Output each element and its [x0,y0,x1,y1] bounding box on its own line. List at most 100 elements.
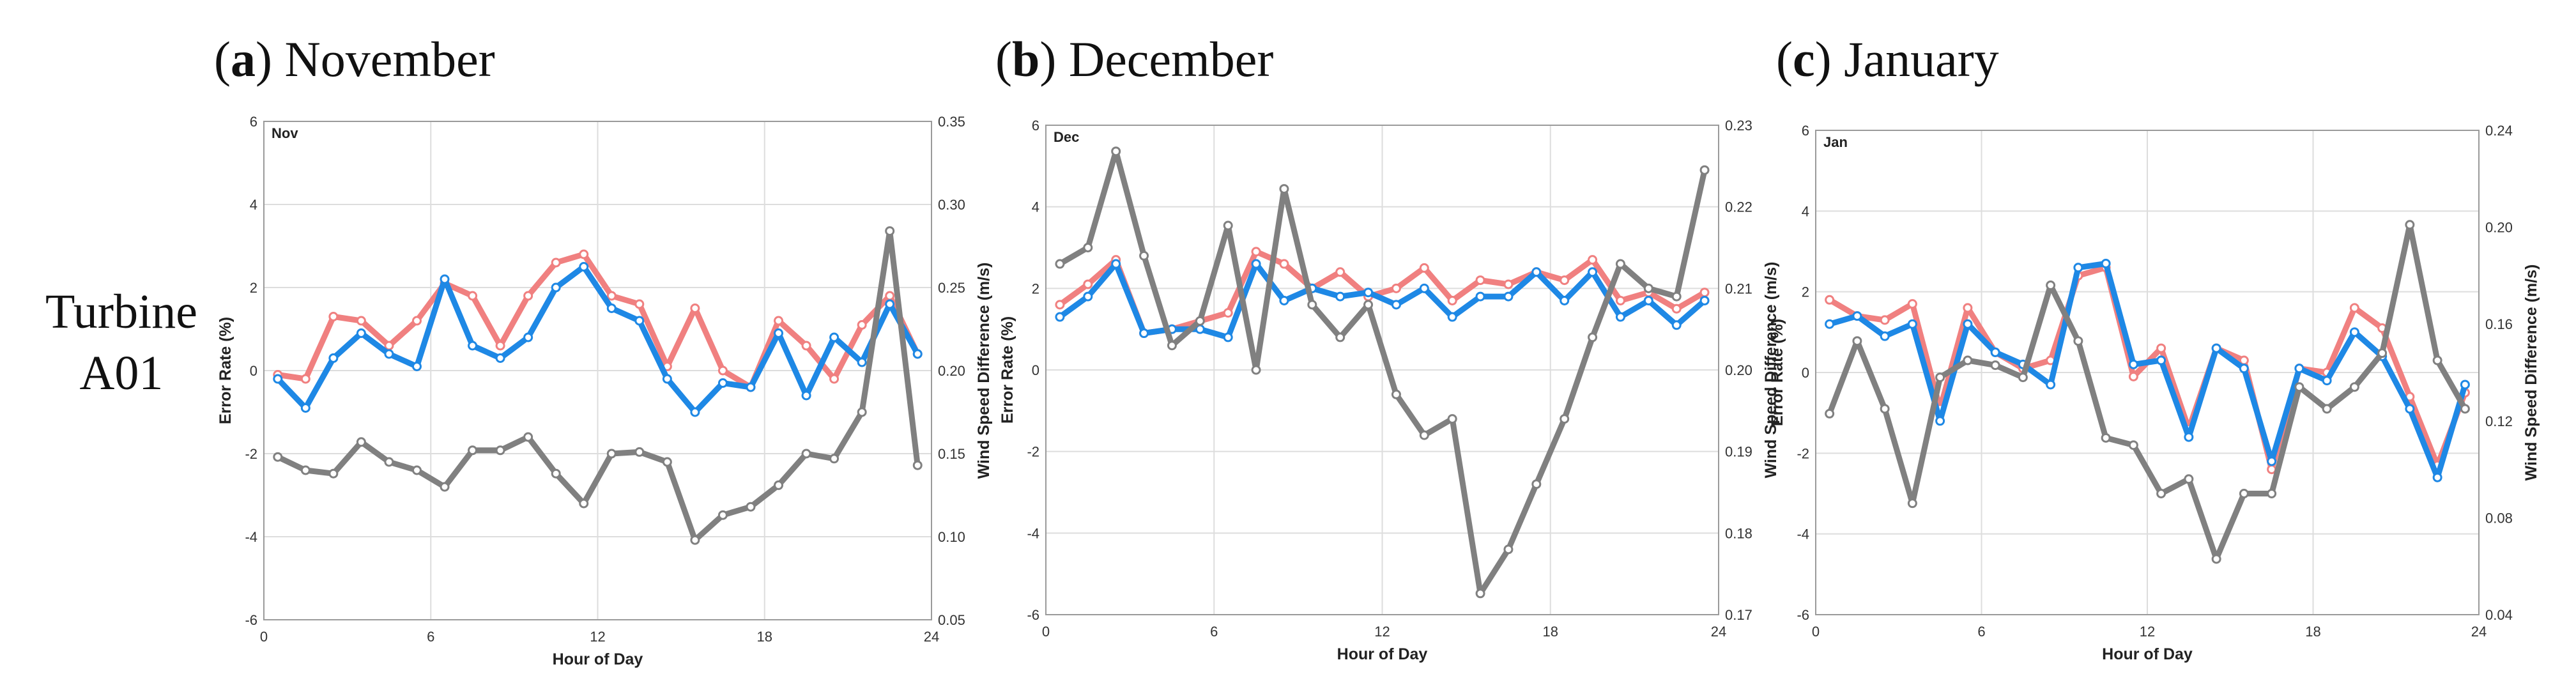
y-tick-label: 0 [1802,365,1809,381]
data-point-wind_speed_difference [523,432,533,442]
data-point-error_rate_red [551,257,561,268]
data-point-error_rate_blue [551,282,561,293]
data-point-error_rate_blue [912,349,923,359]
data-point-wind_speed_difference [2184,474,2194,484]
panel-title-b: (b) December [995,31,1274,87]
data-point-error_rate_red [857,320,867,330]
data-point-wind_speed_difference [2322,404,2332,414]
y2-tick-label: 0.35 [938,114,965,130]
data-point-error_rate_blue [468,341,478,351]
x-tick-label: 24 [924,629,939,645]
data-point-error_rate_red [1083,279,1093,289]
data-point-wind_speed_difference [468,445,478,456]
data-point-error_rate_blue [1825,319,1835,329]
data-point-error_rate_red [1223,308,1233,318]
data-point-wind_speed_difference [2294,382,2304,392]
data-point-error_rate_blue [1880,331,1890,341]
data-point-error_rate_blue [2101,258,2111,268]
data-point-error_rate_blue [2046,380,2056,390]
data-point-error_rate_red [1825,295,1835,305]
x-tick-label: 0 [260,629,268,645]
data-point-wind_speed_difference [273,452,283,462]
data-point-wind_speed_difference [1671,291,1682,302]
data-point-error_rate_blue [1475,291,1485,302]
y2-tick-label: 0.24 [2485,123,2513,139]
data-point-error_rate_red [579,249,589,259]
data-point-error_rate_red [1699,288,1710,298]
y2-axis-label: Wind Speed Difference (m/s) [2522,265,2540,481]
x-tick-label: 6 [1210,624,1218,640]
data-point-wind_speed_difference [384,457,394,467]
data-point-error_rate_red [328,312,339,321]
x-tick-label: 6 [1977,624,1985,640]
data-point-wind_speed_difference [2460,404,2470,414]
data-point-error_rate_red [1055,300,1065,310]
y2-tick-label: 0.19 [1725,444,1752,460]
data-point-error_rate_blue [1990,347,2000,357]
data-point-error_rate_red [1279,259,1289,269]
data-point-wind_speed_difference [1990,360,2000,371]
x-tick-label: 6 [427,629,434,645]
data-point-error_rate_blue [2322,376,2332,386]
data-point-error_rate_blue [1083,291,1093,302]
data-point-wind_speed_difference [774,480,784,490]
data-point-error_rate_blue [273,374,283,384]
data-point-wind_speed_difference [2267,489,2277,498]
y-tick-label: 4 [1032,199,1039,215]
data-point-wind_speed_difference [1055,259,1065,269]
x-tick-label: 0 [1042,624,1050,640]
data-point-wind_speed_difference [1195,316,1205,326]
data-point-error_rate_red [634,299,645,309]
x-tick-label: 12 [1374,624,1390,640]
data-point-wind_speed_difference [2101,433,2111,443]
data-point-error_rate_red [606,291,617,301]
y2-tick-label: 0.15 [938,446,965,462]
y-tick-label: -2 [1027,444,1039,460]
y-tick-label: 2 [250,280,257,296]
data-point-error_rate_red [1560,275,1570,286]
data-point-wind_speed_difference [1699,165,1710,175]
data-point-wind_speed_difference [2073,336,2083,346]
y-tick-label: 0 [250,363,257,379]
data-point-error_rate_blue [2405,404,2415,414]
data-point-error_rate_blue [384,349,394,359]
data-point-error_rate_blue [717,378,728,388]
data-point-wind_speed_difference [1503,544,1514,555]
data-point-wind_speed_difference [1935,373,1945,383]
data-point-wind_speed_difference [1391,389,1401,399]
data-point-wind_speed_difference [1825,408,1835,419]
data-point-error_rate_red [356,316,366,326]
data-point-wind_speed_difference [1560,414,1570,424]
x-tick-label: 12 [2140,624,2155,640]
data-point-wind_speed_difference [1335,332,1346,342]
data-point-error_rate_red [2128,371,2138,381]
data-point-error_rate_blue [2460,380,2470,390]
data-point-error_rate_red [1251,247,1261,257]
data-point-error_rate_blue [328,353,339,363]
data-point-error_rate_red [1475,275,1485,286]
data-point-error_rate_red [1503,279,1514,289]
x-tick-label: 18 [757,629,772,645]
data-point-error_rate_red [1907,299,1917,309]
y2-tick-label: 0.25 [938,280,965,296]
data-point-error_rate_blue [1852,311,1862,321]
data-point-error_rate_red [2156,343,2166,353]
data-point-error_rate_red [1447,295,1457,305]
y-tick-label: 4 [250,197,257,213]
data-point-error_rate_blue [2349,327,2359,337]
x-axis-label: Hour of Day [1337,645,1428,663]
data-point-wind_speed_difference [1083,243,1093,252]
data-point-wind_speed_difference [1419,430,1429,440]
y2-tick-label: 0.20 [2485,220,2513,236]
y-tick-label: -2 [245,446,257,462]
y-tick-label: 6 [1802,123,1809,139]
data-point-error_rate_blue [1907,319,1917,329]
y-tick-label: 2 [1802,284,1809,300]
data-point-wind_speed_difference [690,535,700,545]
y-tick-label: 4 [1802,203,1809,219]
data-point-error_rate_red [523,291,533,301]
data-point-error_rate_blue [2184,432,2194,442]
x-tick-label: 12 [590,629,605,645]
y2-tick-label: 0.10 [938,529,965,545]
